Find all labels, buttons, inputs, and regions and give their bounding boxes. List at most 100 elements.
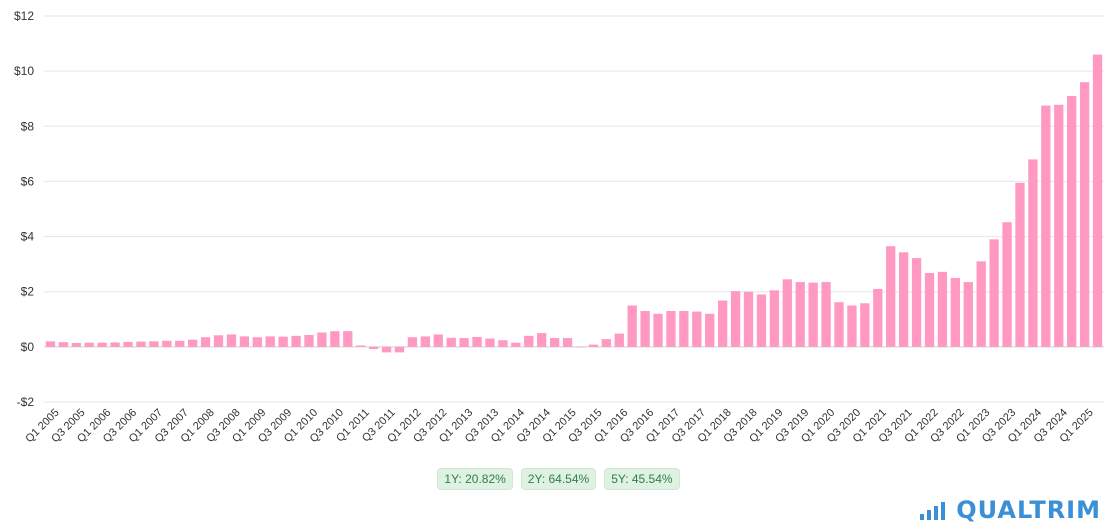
bar <box>97 342 107 347</box>
bar <box>420 336 430 347</box>
growth-badges: 1Y: 20.82% 2Y: 64.54% 5Y: 45.54% <box>0 468 1117 490</box>
bar <box>911 258 922 347</box>
bar <box>692 311 702 347</box>
bar <box>433 334 443 347</box>
bar <box>252 337 262 347</box>
bar <box>304 335 314 347</box>
bar <box>511 342 521 347</box>
y-axis-ticks: -$2 $0 $2 $4 $6 $8 $10 $12 <box>14 9 34 409</box>
bar <box>485 338 495 347</box>
bar <box>537 333 547 347</box>
y-tick-label: $10 <box>14 64 34 78</box>
bar <box>821 282 831 347</box>
bar <box>614 333 624 347</box>
bar <box>317 332 327 347</box>
bar <box>808 282 818 347</box>
y-tick-label: $6 <box>21 174 35 188</box>
bar <box>588 344 599 347</box>
bar <box>394 346 405 353</box>
bar <box>976 261 986 347</box>
y-tick-label: $12 <box>14 9 34 23</box>
bar <box>265 336 275 347</box>
bar <box>58 342 69 347</box>
bar <box>291 335 301 347</box>
bar <box>71 342 81 347</box>
bar <box>188 339 198 347</box>
y-tick-label: $2 <box>21 285 35 299</box>
bar <box>1002 222 1012 347</box>
bar <box>679 311 689 347</box>
bar <box>963 282 973 347</box>
bar <box>368 346 379 350</box>
bar <box>718 300 728 347</box>
bar <box>110 342 120 347</box>
bar <box>601 339 611 347</box>
bar <box>498 340 508 347</box>
bar <box>834 302 844 347</box>
bar <box>123 341 133 347</box>
badge-1y: 1Y: 20.82% <box>437 468 513 490</box>
bar <box>873 288 883 347</box>
bar <box>84 342 94 347</box>
y-tick-label: $8 <box>21 119 35 133</box>
bar <box>705 313 715 347</box>
bar <box>407 337 418 347</box>
bar <box>472 336 482 347</box>
bar <box>524 335 534 347</box>
brand-name: QUALTRIM <box>956 496 1101 524</box>
bar <box>459 338 469 347</box>
bar <box>627 305 637 347</box>
bar <box>653 313 663 347</box>
bar <box>330 331 340 347</box>
bar <box>924 272 935 347</box>
bar <box>1067 95 1077 347</box>
bar <box>795 282 805 347</box>
bar <box>239 336 250 347</box>
bar <box>1041 105 1051 347</box>
bar <box>136 341 146 347</box>
bar <box>640 311 650 347</box>
bar <box>847 305 857 347</box>
bar <box>1028 159 1038 347</box>
badge-2y: 2Y: 64.54% <box>520 468 597 490</box>
bar <box>898 252 909 347</box>
bar <box>45 341 56 347</box>
bar <box>356 345 366 347</box>
bar <box>200 337 211 347</box>
gridlines <box>44 15 1104 403</box>
bar <box>149 341 159 347</box>
bar <box>175 340 185 347</box>
y-tick-label: -$2 <box>17 395 35 409</box>
bar <box>1015 182 1025 347</box>
bar <box>562 338 573 347</box>
bar <box>743 291 754 347</box>
bar <box>213 335 224 347</box>
brand-logo: QUALTRIM <box>920 496 1101 524</box>
bar <box>446 337 456 347</box>
bar <box>381 346 392 353</box>
bar <box>575 346 586 348</box>
bar <box>860 303 870 347</box>
bar <box>886 246 896 347</box>
y-tick-label: $4 <box>21 230 35 244</box>
bar <box>549 338 560 347</box>
bar <box>666 311 676 347</box>
bar <box>162 340 172 347</box>
bar <box>1054 104 1064 347</box>
bar <box>278 336 288 347</box>
bar <box>730 291 741 347</box>
bar <box>782 279 792 347</box>
bar <box>1079 82 1090 347</box>
bar <box>1092 54 1103 347</box>
bar <box>226 334 237 347</box>
bar <box>937 271 948 347</box>
bar <box>989 239 999 347</box>
bars <box>45 54 1103 353</box>
bar <box>756 294 767 347</box>
badge-5y: 5Y: 45.54% <box>604 468 680 490</box>
bar <box>769 290 780 347</box>
bar <box>950 277 960 347</box>
bar-chart-icon <box>920 502 946 520</box>
